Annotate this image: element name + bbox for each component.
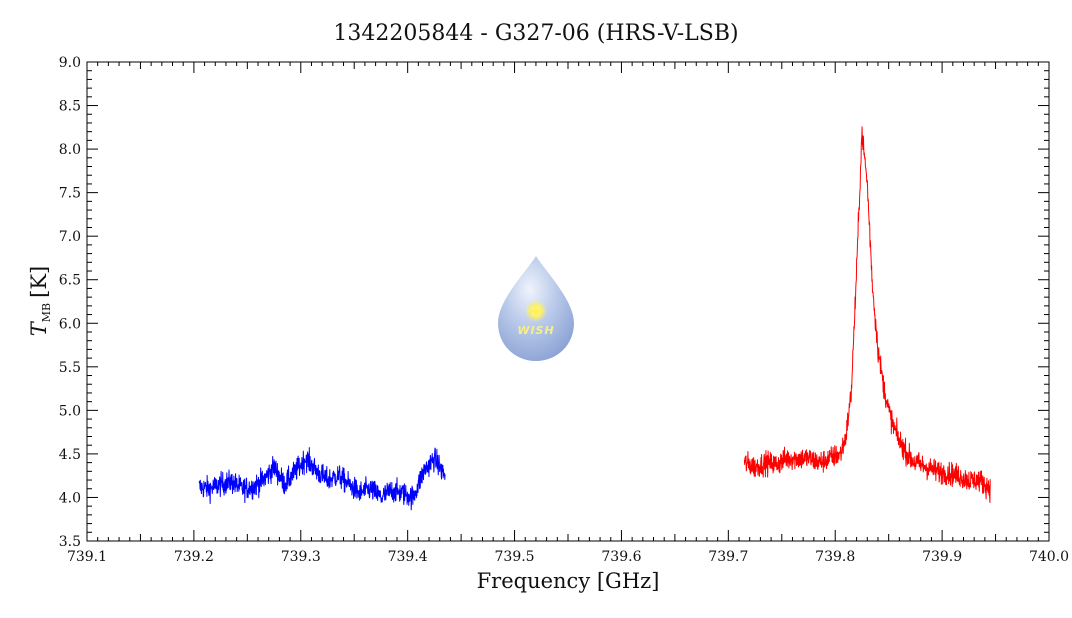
x-tick-label: 740.0 [1029, 549, 1069, 565]
y-axis-label-main: T [27, 320, 51, 336]
chart-title: 1342205844 - G327-06 (HRS-V-LSB) [333, 21, 738, 46]
x-tick-label: 739.4 [388, 549, 428, 565]
y-axis-label: TMB [K] [27, 266, 53, 336]
plot-frame [86, 61, 1050, 542]
y-tick-label: 8.5 [59, 99, 81, 115]
x-axis-label: Frequency [GHz] [477, 569, 660, 593]
y-tick-label: 4.5 [59, 447, 81, 463]
x-tick-label: 739.8 [815, 549, 855, 565]
star-icon [527, 302, 545, 320]
y-tick-label: 5.5 [59, 360, 81, 376]
x-tick-label: 739.9 [922, 549, 962, 565]
y-tick-label: 7.0 [59, 229, 81, 245]
ticks-layer [86, 61, 1050, 542]
wish-logo: WISH [498, 256, 574, 361]
y-tick-label: 4.0 [59, 490, 81, 506]
x-tick-label: 739.3 [281, 549, 321, 565]
y-axis-label-unit: [K] [27, 266, 51, 298]
y-tick-label: 3.5 [59, 534, 81, 550]
x-tick-label: 739.6 [601, 549, 641, 565]
x-tick-label: 739.1 [67, 549, 107, 565]
y-tick-label: 8.0 [59, 142, 81, 158]
spectrum-series-line-2 [743, 126, 991, 503]
x-tick-labels: 739.1 739.2 739.3 739.4 739.5 739.6 739.7 739.8… [67, 549, 1069, 565]
y-axis-label-subscript: MB [40, 303, 53, 322]
wish-logo-text: WISH [517, 324, 554, 337]
spectrum-series-line-1 [198, 447, 446, 511]
x-tick-label: 739.2 [174, 549, 214, 565]
x-tick-label: 739.5 [495, 549, 535, 565]
series-layer [198, 126, 991, 511]
y-tick-label: 7.5 [59, 186, 81, 202]
y-tick-label: 6.0 [59, 316, 81, 332]
y-tick-label: 6.5 [59, 273, 81, 289]
y-tick-labels: 3.5 4.0 4.5 5.0 5.5 6.0 6.5 7.0 7.5 8.0 8.5 9.0 [59, 55, 81, 550]
y-tick-label: 9.0 [59, 55, 81, 71]
y-tick-label: 5.0 [59, 403, 81, 419]
x-tick-label: 739.7 [708, 549, 748, 565]
